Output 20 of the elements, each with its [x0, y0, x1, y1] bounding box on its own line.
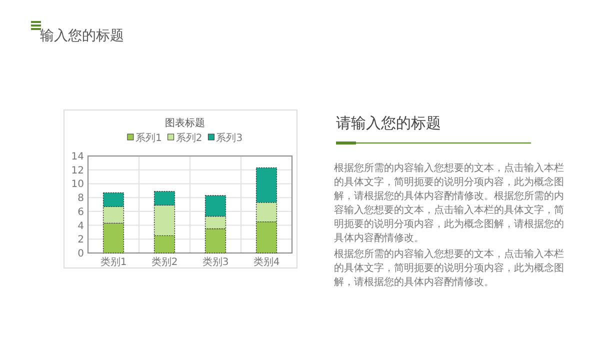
x-tick-label: 类别4 [253, 256, 280, 268]
legend-label: 系列3 [216, 132, 243, 144]
y-tick-label: 8 [78, 193, 84, 204]
text: 请输入您的标题 [336, 114, 441, 132]
y-tick-label: 12 [71, 165, 84, 176]
y-tick-label: 10 [71, 179, 84, 190]
x-tick-label: 类别2 [151, 256, 178, 268]
y-tick-label: 6 [78, 206, 84, 218]
legend-label: 系列2 [176, 132, 202, 144]
x-tick-label: 类别1 [100, 256, 127, 268]
text: 输入您的标题 [40, 28, 124, 44]
x-tick-label: 类别3 [202, 256, 229, 268]
y-tick-label: 14 [71, 152, 84, 162]
text: 根据您所需的内容输入您想要的文本，点击输入本栏的具体文字，简明扼要的说明分项内容，此为概念图解，请根据您的具体内容酌情修改。根据您所需的内容输入您想要的文本，点击输入本栏的具体文字，简明扼要的说明分项内容，此为概念图解，请根据您的具体内容酌情修改。 [334, 162, 565, 246]
y-tick-label: 4 [78, 220, 84, 232]
legend-label: 系列1 [135, 132, 162, 144]
y-tick-label: 2 [78, 234, 84, 246]
y-tick-label: 0 [78, 248, 84, 260]
chart-title: 图表标题 [165, 117, 205, 129]
text: 根据您所需的内容输入您想要的文本，点击输入本栏的具体文字，简明扼要的说明分项内容，此为概念图解，请根据您的具体内容酌情修改。 [334, 248, 565, 290]
